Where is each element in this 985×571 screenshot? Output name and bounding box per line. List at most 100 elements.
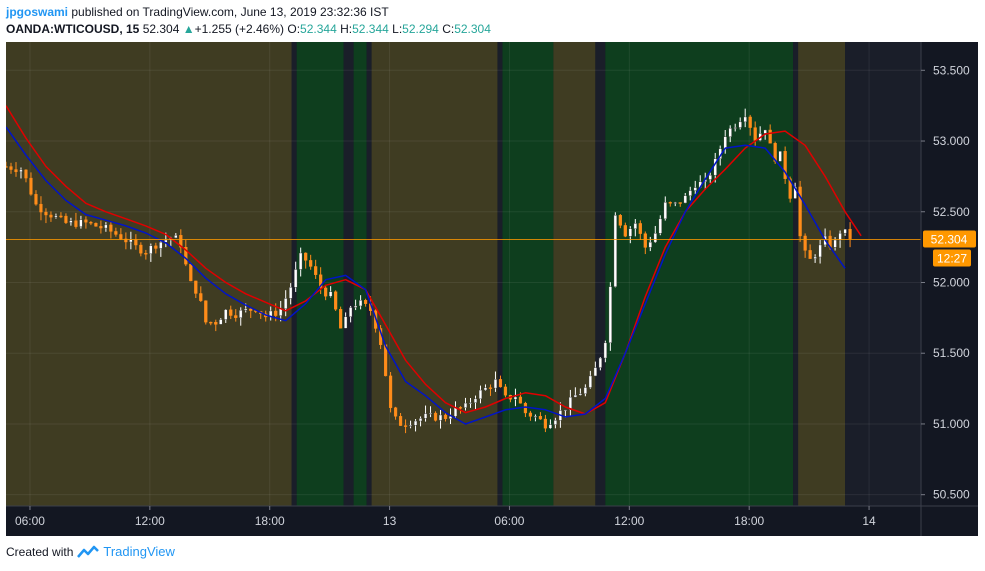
y-tick-label: 53.500 [933,63,970,77]
candle-body [89,221,93,224]
close-label: C: [442,22,455,36]
candle-body [99,226,103,229]
high-label: H: [340,22,353,36]
candle-body [793,186,797,199]
candle-body [299,252,303,270]
candle-body [693,187,697,191]
candle-body [159,241,163,249]
y-tick-label: 52.500 [933,205,970,219]
candle-body [334,291,338,310]
candle-body [498,379,503,388]
candle-body [39,203,43,213]
candle-body [658,218,662,234]
candle-body [9,166,13,170]
candle-body [134,239,138,246]
x-tick-label: 18:00 [734,514,764,528]
candle-body [74,220,78,227]
candle-body [329,291,333,297]
candle-body [149,245,153,254]
candle-body [513,396,518,400]
x-tick-label: 18:00 [255,514,285,528]
tradingview-brand[interactable]: TradingView [103,544,175,559]
x-tick-label: 06:00 [15,514,45,528]
price-chart[interactable]: 50.500 51.000 51.500 52.000 52.500 53.000 53.5… [4,42,978,536]
candle-body [523,402,528,414]
session-zone [6,42,292,506]
candle-body [119,234,123,240]
candle-body [438,414,443,421]
candle-body [593,367,597,377]
candle-body [613,215,617,287]
open-label: O: [287,22,301,36]
candle-body [359,300,363,307]
candle-body [723,136,727,150]
candle-body [763,129,767,134]
candle-body [578,393,582,396]
candle-body [403,425,408,427]
candle-body [598,357,602,368]
candle-body [209,321,213,324]
candle-body [798,186,802,237]
candle-body [783,151,787,179]
session-zone [366,42,372,506]
candle-body [638,223,642,234]
candle-body [548,424,553,429]
session-zone [845,42,921,506]
price-axis [921,42,978,536]
candle-body [84,219,88,223]
candle-body [663,202,667,220]
candle-body [54,215,58,218]
candle-body [388,375,393,408]
last-price-badge-label: 52.304 [931,232,968,246]
session-zone [371,42,498,506]
session-zone [605,42,794,506]
candle-body [14,169,18,173]
candle-body [349,307,353,317]
candle-body [314,266,318,275]
candle-body [354,305,358,308]
candle-body [239,309,243,318]
session-zone [793,42,799,506]
candle-body [643,233,647,248]
candle-body [398,416,403,426]
candle-body [174,235,178,239]
candle-body [324,287,328,297]
countdown-badge-label: 12:27 [937,251,967,265]
last-price-badge [923,230,976,248]
candle-body [144,253,148,255]
candle-body [194,280,198,294]
candle-body [383,344,388,377]
candle-body [423,413,428,419]
candle-body [493,379,498,389]
candle-body [319,274,323,289]
x-tick-label: 13 [383,514,397,528]
moving-average-blue [5,126,846,425]
candle-body [458,407,463,409]
chart-header: jpgoswami published on TradingView.com, … [6,4,491,38]
session-zone [553,42,596,506]
candle-body [19,169,23,173]
y-tick-label: 53.000 [933,134,970,148]
candle-body [189,263,193,282]
candle-body [668,202,672,204]
session-zone [595,42,606,506]
candle-body [503,386,508,396]
candle-body [673,202,677,204]
moving-average-red [5,105,862,415]
candle-body [528,412,533,417]
publish-line: jpgoswami published on TradingView.com, … [6,4,491,21]
candle-body [848,228,852,239]
candle-body [688,190,692,196]
author-link[interactable]: jpgoswami [6,5,69,19]
candle-body [393,407,398,417]
candle-body [109,224,113,232]
candle-body [463,402,468,408]
y-tick-label: 51.000 [933,417,970,431]
candle-body [284,298,288,309]
candle-body [563,409,567,412]
symbol-name: OANDA:WTICOUSD, 15 [6,22,140,36]
chart-container[interactable]: 50.500 51.000 51.500 52.000 52.500 53.000 53.5… [4,42,978,536]
y-tick-label: 51.500 [933,346,970,360]
symbol-line: OANDA:WTICOUSD, 15 52.304 ▲+1.255 (+2.46… [6,21,491,38]
candle-body [179,235,183,248]
